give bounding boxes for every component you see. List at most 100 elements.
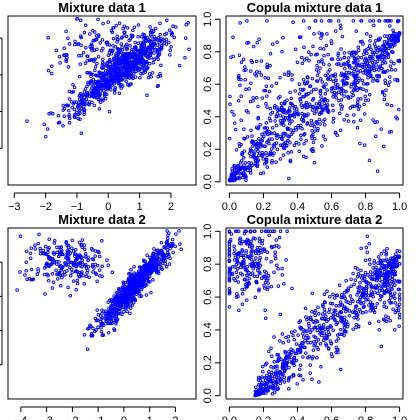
point	[47, 237, 51, 242]
point	[337, 332, 342, 337]
point	[355, 293, 359, 297]
point	[230, 272, 235, 277]
point	[126, 62, 131, 66]
point	[149, 290, 153, 295]
point	[264, 101, 268, 106]
point	[114, 321, 118, 326]
point	[227, 292, 232, 296]
point	[245, 279, 249, 284]
point	[303, 345, 307, 350]
point	[345, 324, 350, 329]
point	[301, 77, 306, 82]
point	[322, 307, 327, 312]
point	[355, 68, 359, 72]
point	[310, 121, 314, 125]
point	[149, 30, 153, 35]
point	[91, 248, 95, 252]
point	[272, 335, 276, 339]
point	[354, 325, 358, 330]
point	[129, 290, 134, 294]
point	[369, 74, 373, 79]
point	[374, 134, 378, 138]
point	[109, 304, 113, 309]
x-tick-label: 0.8	[358, 201, 373, 213]
point	[101, 98, 105, 103]
point	[259, 143, 264, 147]
point	[46, 68, 51, 73]
point	[383, 78, 387, 83]
point	[117, 91, 122, 96]
point	[276, 267, 280, 271]
point	[88, 323, 92, 327]
point	[92, 59, 96, 63]
point	[304, 138, 308, 143]
x-tick-label: 1.0	[392, 415, 407, 420]
point	[131, 28, 135, 33]
point	[65, 250, 70, 255]
point	[397, 280, 402, 284]
point	[346, 56, 351, 60]
point	[313, 19, 318, 23]
point	[123, 280, 128, 285]
point	[362, 295, 366, 300]
point	[28, 256, 33, 260]
point	[364, 245, 369, 250]
point	[109, 72, 113, 77]
point	[160, 44, 164, 48]
point	[356, 272, 361, 276]
point	[290, 119, 294, 123]
point	[83, 23, 88, 28]
point	[342, 51, 347, 55]
point	[372, 261, 376, 265]
point	[310, 310, 314, 314]
point	[323, 337, 328, 341]
panel-mixture-data-1: Mixture data 1−3 −2 −1 0 1 2	[0, 0, 197, 213]
point	[232, 175, 236, 180]
point	[266, 274, 271, 278]
point	[36, 241, 40, 246]
point	[36, 269, 40, 274]
point	[385, 51, 390, 56]
point	[334, 339, 339, 343]
point	[72, 115, 77, 119]
point	[105, 60, 109, 65]
point	[315, 63, 319, 68]
point	[264, 157, 269, 162]
point	[229, 232, 234, 236]
point	[297, 149, 302, 153]
point	[362, 52, 366, 56]
point	[366, 75, 370, 80]
point	[174, 232, 178, 236]
point	[144, 293, 149, 297]
point	[231, 171, 236, 175]
point	[239, 253, 243, 258]
point	[356, 59, 360, 63]
point	[325, 103, 330, 107]
point	[263, 280, 268, 285]
point	[227, 279, 232, 283]
point	[93, 68, 97, 73]
point	[367, 303, 371, 307]
point	[75, 278, 79, 283]
point	[112, 91, 117, 95]
point	[242, 68, 246, 73]
point	[146, 54, 150, 59]
point	[124, 42, 129, 47]
point	[245, 283, 250, 287]
point	[289, 330, 294, 334]
point	[306, 340, 310, 345]
point	[125, 302, 130, 306]
point	[270, 84, 274, 88]
point	[358, 273, 363, 278]
point	[50, 64, 54, 69]
point	[177, 63, 182, 68]
point	[352, 56, 357, 61]
point	[133, 40, 137, 45]
point	[363, 270, 368, 275]
point	[150, 264, 155, 268]
point	[280, 273, 285, 277]
point	[389, 67, 394, 72]
point	[82, 333, 87, 337]
point	[96, 17, 100, 22]
point	[282, 281, 286, 286]
